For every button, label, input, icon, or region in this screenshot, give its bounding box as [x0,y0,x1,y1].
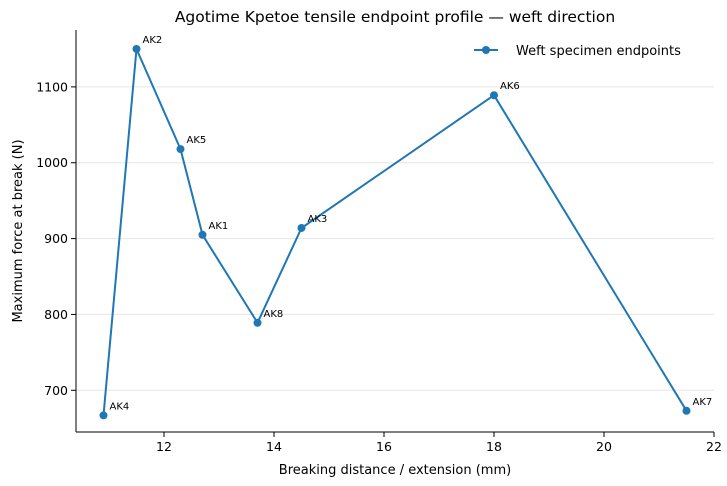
data-point-ak5 [176,145,185,154]
data-point-ak1 [198,230,207,239]
grid-lines [76,86,714,391]
data-point-ak3 [297,223,306,232]
point-label-ak4: AK4 [110,401,130,412]
y-tick-label: 1100 [36,79,68,94]
point-label-ak6: AK6 [500,81,520,92]
x-tick-label: 22 [706,439,722,454]
data-point-ak4 [99,411,108,420]
x-tick-label: 18 [486,439,502,454]
series-weft: AK4 AK2 AK5 AK1 AK8 AK3 AK6 AK7 [99,35,713,420]
point-label-ak8: AK8 [264,309,284,320]
y-tick-label: 1000 [36,155,68,170]
data-point-ak8 [253,318,262,327]
x-tick-label: 20 [596,439,612,454]
y-tick-label: 700 [44,383,68,398]
point-label-ak3: AK3 [308,214,328,225]
point-label-ak1: AK1 [209,221,229,232]
data-point-ak6 [490,91,498,100]
y-tick-label: 900 [44,231,68,246]
y-axis-label: Maximum force at break (N) [11,139,26,322]
legend: Weft specimen endpoints [474,44,681,59]
axis-ticks: 700 800 900 1000 1100 12 14 16 18 20 22 [36,79,722,454]
data-point-ak7 [682,406,691,415]
point-label-ak5: AK5 [187,135,207,146]
data-point-ak2 [132,44,141,53]
x-axis-label: Breaking distance / extension (mm) [279,463,511,478]
legend-entry: Weft specimen endpoints [516,44,681,59]
series-line [102,48,688,416]
legend-point-marker [482,46,490,54]
x-tick-label: 12 [156,439,172,454]
point-label-ak7: AK7 [693,397,713,408]
x-tick-label: 16 [376,439,392,454]
y-tick-label: 800 [44,307,68,322]
x-tick-label: 14 [266,439,282,454]
chart-title: Agotime Kpetoe tensile endpoint profile … [175,8,615,26]
point-label-ak2: AK2 [143,35,163,46]
